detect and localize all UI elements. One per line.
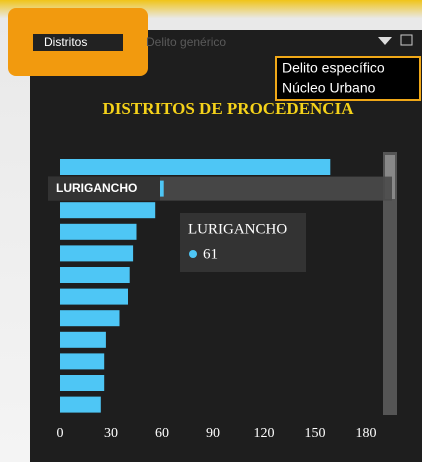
dropdown-arrow[interactable] (378, 37, 392, 45)
bar (60, 375, 105, 391)
tooltip-value: 61 (203, 246, 218, 262)
bar (60, 288, 128, 305)
x-tick-label: 180 (356, 426, 377, 441)
popup-line: Delito específico (282, 60, 385, 76)
tooltip (180, 213, 306, 272)
tab-active-label[interactable]: Distritos (44, 35, 87, 49)
chart-title: DISTRITOS DE PROCEDENCIA (103, 99, 355, 118)
bar (60, 353, 105, 370)
x-tick-label: 150 (305, 426, 326, 441)
scrollbar[interactable] (383, 152, 397, 415)
bar (60, 331, 106, 348)
x-tick-label: 30 (104, 426, 118, 441)
category-label: LURIGANCHO (56, 181, 137, 195)
bar (60, 245, 134, 262)
tooltip-category: LURIGANCHO (188, 221, 287, 237)
bar (60, 202, 156, 219)
x-tick-label: 120 (254, 426, 275, 441)
tab-active[interactable] (33, 34, 123, 51)
x-tick-label: 60 (155, 426, 169, 441)
focus-icon[interactable] (400, 34, 413, 46)
tab-inactive-label[interactable]: Delito genérico (146, 35, 226, 49)
popup-line: Núcleo Urbano (282, 80, 376, 96)
bar (60, 396, 101, 413)
plot: 0 30 60 90 120 150 180 LURIGANCHO LURIGANCHO 61 (48, 159, 392, 441)
x-tick-label: 90 (206, 426, 220, 441)
bar (60, 223, 137, 240)
category-label-bg (48, 176, 160, 201)
bar (60, 267, 130, 283)
popup (275, 56, 421, 101)
bar (60, 310, 120, 327)
tooltip-swatch (189, 250, 197, 258)
x-tick-label: 0 (57, 426, 64, 441)
bar (60, 159, 331, 175)
